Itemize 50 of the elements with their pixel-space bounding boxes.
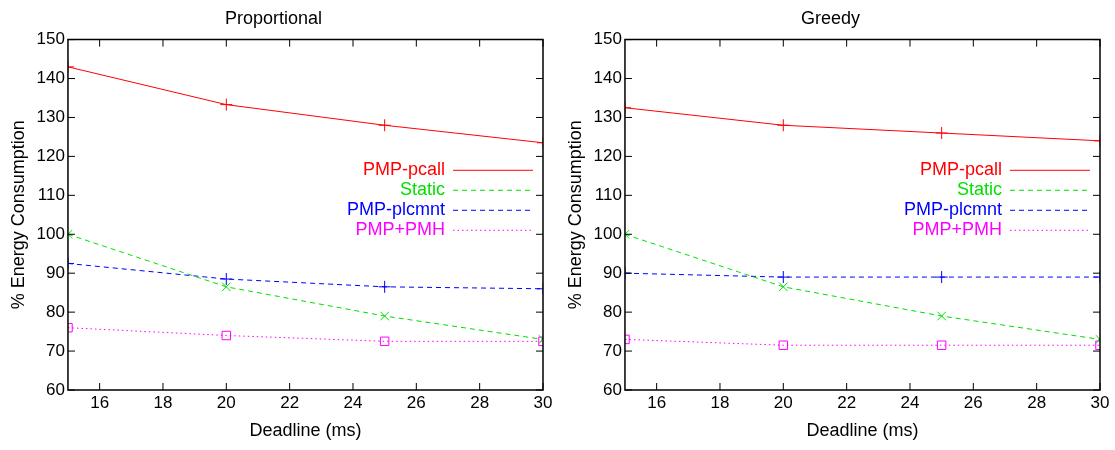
y-tick-label: 60 bbox=[46, 379, 65, 399]
y-axis-title: % Energy Consumption bbox=[564, 120, 585, 310]
legend-label: PMP-plcmnt bbox=[903, 199, 1002, 220]
x-tick-label: 28 bbox=[1027, 392, 1047, 412]
x-tick-label: 18 bbox=[153, 392, 173, 412]
y-axis-title: % Energy Consumption bbox=[7, 120, 28, 310]
x-tick-label: 22 bbox=[280, 392, 300, 412]
x-tick-label: 24 bbox=[900, 392, 920, 412]
x-tick-label: 30 bbox=[533, 392, 553, 412]
y-tick-label: 100 bbox=[593, 223, 622, 243]
x-tick-label: 16 bbox=[90, 392, 110, 412]
legend-label: PMP-pcall bbox=[362, 159, 445, 180]
y-tick-label: 60 bbox=[603, 379, 622, 399]
x-tick-label: 20 bbox=[773, 392, 793, 412]
y-tick-label: 150 bbox=[593, 29, 622, 49]
x-tick-label: 20 bbox=[216, 392, 236, 412]
y-tick-label: 150 bbox=[36, 29, 65, 49]
legend-label: PMP+PMH bbox=[355, 219, 445, 240]
legend-label: PMP-plcmnt bbox=[346, 199, 445, 220]
y-tick-label: 110 bbox=[37, 185, 65, 205]
x-axis-title: Deadline (ms) bbox=[806, 420, 919, 441]
y-tick-label: 120 bbox=[593, 146, 622, 166]
x-tick-label: 26 bbox=[963, 392, 983, 412]
x-tick-label: 22 bbox=[837, 392, 857, 412]
x-tick-label: 24 bbox=[343, 392, 363, 412]
x-tick-label: 28 bbox=[470, 392, 490, 412]
y-tick-label: 130 bbox=[593, 107, 622, 127]
x-axis-title: Deadline (ms) bbox=[249, 420, 362, 441]
y-tick-label: 80 bbox=[603, 301, 622, 321]
y-tick-label: 70 bbox=[46, 340, 65, 360]
legend-label: Static bbox=[399, 179, 445, 200]
legend-label: Static bbox=[956, 179, 1002, 200]
y-tick-label: 140 bbox=[36, 68, 65, 88]
x-tick-label: 16 bbox=[647, 392, 667, 412]
y-tick-label: 130 bbox=[36, 107, 65, 127]
x-tick-label: 18 bbox=[710, 392, 730, 412]
y-tick-label: 70 bbox=[603, 340, 622, 360]
y-tick-label: 120 bbox=[36, 146, 65, 166]
legend-label: PMP-pcall bbox=[919, 159, 1002, 180]
y-tick-label: 90 bbox=[603, 262, 622, 282]
chart-title: Greedy bbox=[800, 7, 861, 28]
y-tick-label: 110 bbox=[594, 185, 622, 205]
legend-label: PMP+PMH bbox=[912, 219, 1002, 240]
x-tick-label: 30 bbox=[1090, 392, 1110, 412]
y-tick-label: 80 bbox=[46, 301, 65, 321]
x-tick-label: 26 bbox=[406, 392, 426, 412]
y-tick-label: 140 bbox=[593, 68, 622, 88]
y-tick-label: 100 bbox=[36, 223, 65, 243]
chart-title: Proportional bbox=[224, 7, 323, 28]
y-tick-label: 90 bbox=[46, 262, 65, 282]
